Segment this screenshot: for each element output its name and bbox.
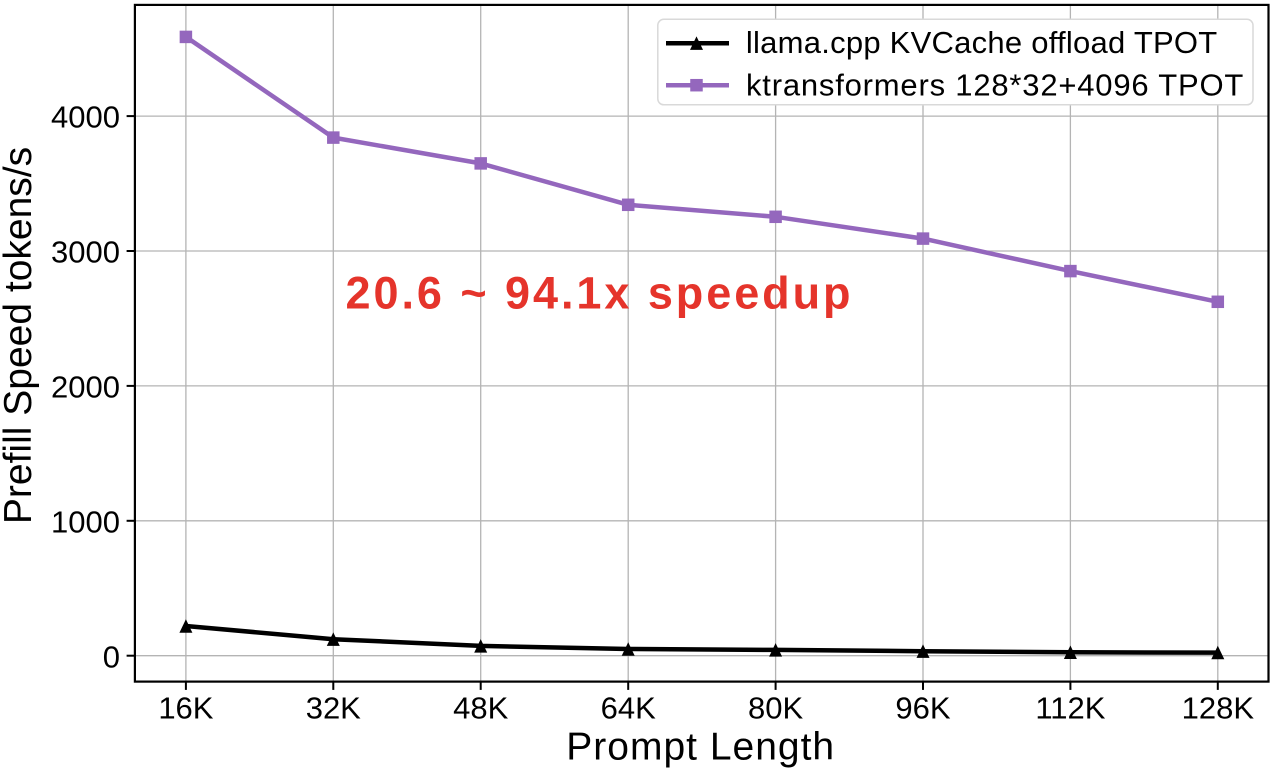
svg-text:0: 0: [103, 639, 120, 674]
svg-text:80K: 80K: [748, 691, 803, 726]
svg-text:32K: 32K: [306, 691, 361, 726]
svg-text:128K: 128K: [1182, 691, 1255, 726]
svg-text:20.6 ~ 94.1x speedup: 20.6 ~ 94.1x speedup: [345, 268, 853, 319]
svg-text:3000: 3000: [51, 235, 120, 270]
svg-text:Prompt Length: Prompt Length: [566, 726, 835, 769]
svg-text:2000: 2000: [51, 370, 120, 405]
svg-text:48K: 48K: [453, 691, 508, 726]
svg-text:ktransformers 128*32+4096 TPOT: ktransformers 128*32+4096 TPOT: [746, 68, 1244, 103]
svg-text:4000: 4000: [51, 100, 120, 135]
svg-text:96K: 96K: [895, 691, 950, 726]
svg-text:16K: 16K: [158, 691, 213, 726]
svg-text:Prefill Speed tokens/s: Prefill Speed tokens/s: [0, 147, 40, 524]
svg-text:llama.cpp KVCache offload TPOT: llama.cpp KVCache offload TPOT: [746, 25, 1218, 60]
svg-text:64K: 64K: [601, 691, 656, 726]
svg-text:112K: 112K: [1035, 691, 1105, 726]
svg-text:1000: 1000: [51, 504, 120, 539]
